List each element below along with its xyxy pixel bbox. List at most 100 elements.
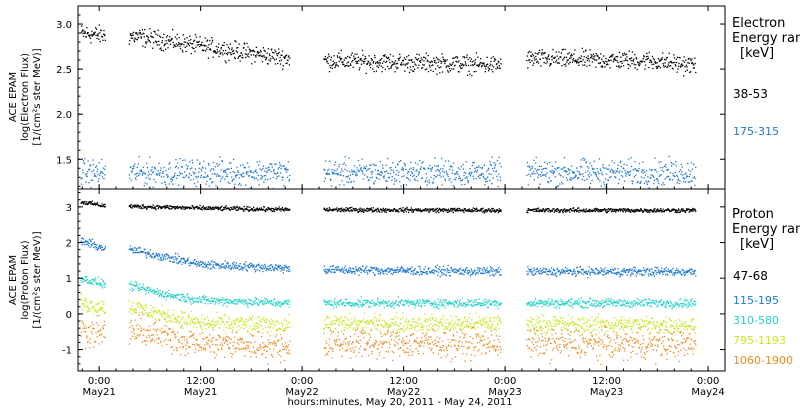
proton-point (354, 271, 356, 273)
electron-point (415, 170, 417, 172)
electron-point (660, 59, 662, 62)
proton-point (564, 210, 566, 213)
proton-point (361, 269, 363, 271)
proton-point (585, 208, 588, 210)
proton-point (406, 270, 408, 273)
proton-point (157, 204, 159, 207)
proton-point (323, 208, 325, 210)
proton-point (411, 211, 413, 213)
electron-point (254, 170, 257, 172)
electron-point (434, 176, 437, 178)
electron-point (679, 65, 682, 67)
proton-point (145, 255, 147, 257)
proton-point (443, 269, 445, 271)
proton-point (138, 205, 140, 207)
proton-point (212, 207, 214, 209)
proton-point (434, 270, 436, 272)
proton-point (182, 261, 184, 264)
proton-point (437, 209, 439, 211)
proton-point (474, 209, 477, 211)
electron-point (129, 177, 131, 179)
proton-point (213, 208, 215, 211)
electron-point (403, 175, 405, 177)
electron-point (682, 64, 684, 66)
electron-point (536, 172, 538, 174)
proton-point (209, 268, 211, 270)
electron-point (284, 168, 286, 170)
proton-point (555, 209, 557, 211)
proton-point (457, 270, 459, 272)
electron-point (184, 38, 186, 40)
proton-point (323, 300, 325, 302)
electron-point (449, 63, 451, 65)
electron-point (660, 161, 662, 163)
electron-point (94, 173, 96, 175)
proton-point (238, 299, 240, 302)
proton-point (84, 241, 86, 244)
proton-point (566, 209, 568, 211)
proton-point (222, 263, 224, 265)
electron-point (631, 180, 633, 182)
proton-point (266, 209, 269, 211)
electron-point (492, 56, 494, 58)
electron-point (224, 52, 226, 54)
proton-point (347, 207, 349, 210)
proton-point (591, 269, 594, 271)
electron-point (535, 162, 537, 164)
proton-point (194, 297, 197, 299)
proton-point (164, 254, 166, 256)
proton-point (571, 274, 574, 276)
proton-point (195, 301, 197, 303)
proton-point (570, 209, 572, 211)
proton-point (96, 244, 98, 246)
proton-point (141, 208, 143, 210)
proton-point (103, 204, 105, 206)
proton-point (590, 209, 592, 211)
electron-point (607, 179, 609, 181)
proton-point (130, 281, 132, 283)
proton-point (394, 270, 397, 272)
electron-point (545, 167, 548, 170)
electron-point (642, 172, 644, 174)
proton-point (100, 284, 102, 286)
proton-point (572, 272, 574, 275)
electron-point (212, 39, 214, 41)
electron-point (472, 64, 474, 67)
proton-point (81, 281, 83, 284)
electron-point (242, 164, 244, 166)
electron-point (276, 53, 278, 55)
electron-point (283, 56, 285, 58)
electron-point (326, 60, 328, 62)
proton-point (176, 297, 178, 299)
proton-point (206, 263, 209, 265)
electron-point (648, 66, 650, 69)
proton-point (380, 269, 382, 271)
proton-point (139, 205, 142, 207)
proton-point (532, 274, 534, 276)
electron-point (582, 64, 584, 66)
electron-point (424, 68, 426, 71)
proton-point (148, 289, 150, 292)
electron-point (586, 166, 588, 168)
electron-point (566, 179, 568, 181)
electron-point (538, 169, 540, 171)
electron-point (602, 164, 604, 166)
proton-point (280, 210, 282, 212)
electron-point (494, 57, 496, 60)
proton-point (395, 271, 398, 274)
proton-point (363, 208, 365, 210)
electron-point (600, 170, 602, 172)
proton-point (166, 296, 168, 298)
electron-point (333, 55, 335, 57)
proton-point (407, 269, 409, 271)
proton-point (150, 255, 152, 257)
proton-point (352, 209, 354, 212)
proton-point (90, 282, 92, 284)
electron-point (334, 66, 336, 69)
proton-point (365, 267, 367, 269)
electron-point (662, 182, 664, 184)
proton-point (468, 269, 470, 271)
electron-point (96, 168, 99, 170)
proton-point (201, 261, 203, 263)
electron-point (165, 184, 167, 186)
